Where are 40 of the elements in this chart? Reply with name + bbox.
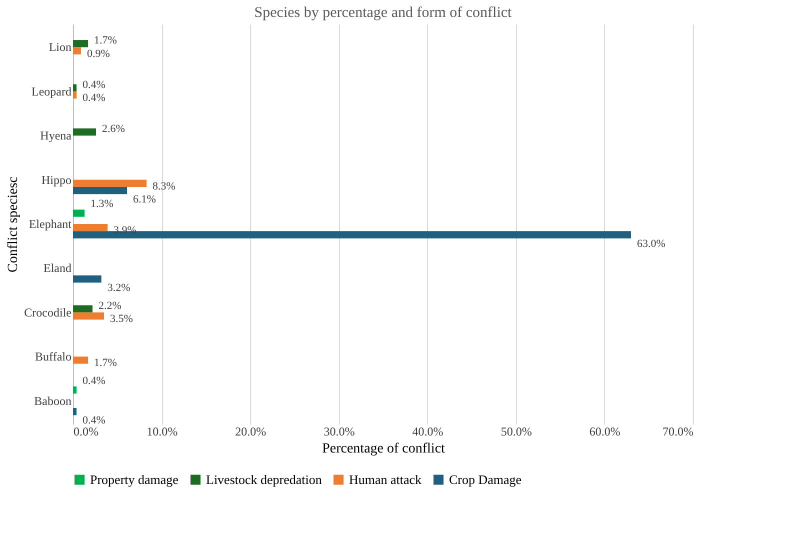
data-label: 0.4% [82, 92, 106, 104]
data-label: 3.2% [107, 282, 130, 294]
data-label: 8.3% [152, 180, 176, 192]
y-tick-label: Elephant [28, 217, 72, 231]
y-tick-label: Crocodile [24, 305, 72, 320]
x-tick-label: 60.0% [589, 424, 620, 438]
y-tick-label: Leopard [32, 84, 72, 98]
legend-label: Human attack [349, 472, 422, 487]
data-label: 0.4% [82, 414, 106, 427]
data-label: 0.9% [86, 48, 110, 60]
y-tick-label: Hyena [40, 128, 72, 143]
y-tick-label: Lion [48, 40, 72, 54]
y-tick-label: Eland [44, 261, 72, 276]
data-label: 3.9% [114, 224, 136, 237]
x-tick-label: 40.0% [412, 424, 444, 438]
x-tick-label: 0.0% [74, 424, 98, 438]
x-tick-label: 50.0% [500, 424, 532, 438]
data-label: 0.4% [82, 375, 106, 388]
data-label: 0.4% [82, 78, 106, 91]
x-tick-label: 10.0% [146, 424, 178, 438]
x-tick-label: 70.0% [662, 424, 694, 438]
y-tick-label: Hippo [42, 172, 72, 187]
data-label: 3.5% [110, 312, 133, 325]
data-label: 2.6% [102, 123, 125, 136]
x-tick-label: 20.0% [235, 424, 266, 438]
data-label: 1.3% [90, 198, 114, 210]
y-tick-label: Baboon [34, 394, 72, 408]
data-label: 1.7% [94, 357, 117, 370]
y-axis-title: Conflict speciesc [6, 176, 22, 273]
x-axis-title: Percentage of conflict [322, 442, 446, 456]
chart-title: Species by percentage and form of conflict [254, 5, 513, 21]
data-label: 1.7% [94, 34, 117, 47]
legend-label: Livestock depredation [206, 472, 322, 487]
x-tick-label: 30.0% [324, 424, 355, 438]
data-label: 6.1% [133, 194, 156, 206]
y-tick-label: Buffalo [35, 350, 72, 364]
legend-label: Crop Damage [449, 472, 522, 487]
data-label: 2.2% [98, 300, 122, 312]
legend-label: Property damage [90, 472, 179, 487]
data-label: 63.0% [637, 238, 666, 250]
